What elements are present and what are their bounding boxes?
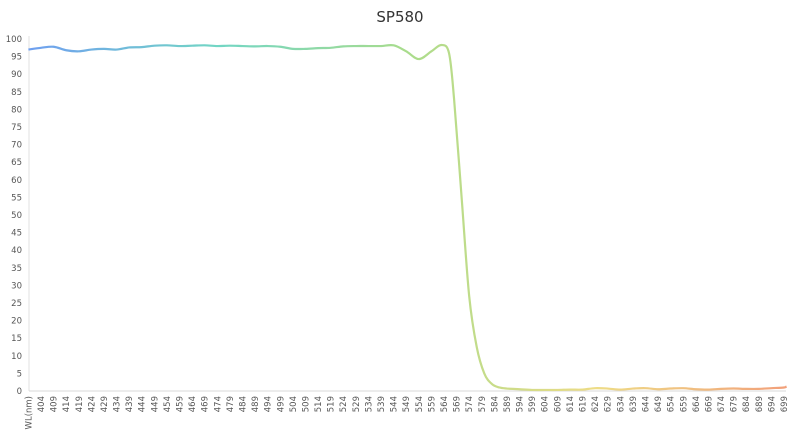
x-tick-label: 579 [478, 396, 488, 412]
x-tick-label: 649 [654, 396, 664, 412]
x-tick-label: 564 [440, 396, 450, 412]
x-tick-label: 599 [528, 396, 538, 412]
x-axis-label: WL(nm) [24, 396, 34, 429]
x-tick-label: 549 [402, 396, 412, 412]
x-tick-label: 514 [314, 396, 324, 412]
x-tick-label: 589 [503, 396, 513, 412]
x-tick-label: 464 [188, 396, 198, 412]
y-tick-label: 80 [11, 105, 22, 115]
x-tick-label: 524 [339, 396, 349, 412]
x-tick-label: 644 [641, 396, 651, 412]
y-tick-label: 15 [11, 334, 22, 344]
y-tick-label: 10 [11, 352, 22, 362]
x-tick-label: 629 [604, 396, 614, 412]
y-tick-label: 25 [11, 299, 22, 309]
x-tick-label: 614 [566, 396, 576, 412]
x-tick-label: 689 [755, 396, 765, 412]
x-tick-label: 499 [276, 396, 286, 412]
y-tick-label: 75 [11, 123, 22, 133]
x-tick-label: 519 [327, 396, 337, 412]
x-tick-label: 664 [692, 396, 702, 412]
x-tick-label: 584 [490, 396, 500, 412]
x-tick-label: 474 [213, 396, 223, 412]
y-tick-label: 70 [11, 141, 22, 151]
x-tick-label: 429 [100, 396, 110, 412]
x-tick-label: 574 [465, 396, 475, 412]
x-tick-label: 529 [352, 396, 362, 412]
x-tick-label: 469 [201, 396, 211, 412]
x-tick-label: 539 [377, 396, 387, 412]
y-tick-label: 95 [11, 53, 22, 63]
x-tick-label: 554 [415, 396, 425, 412]
x-tick-label: 534 [364, 396, 374, 412]
x-tick-label: 409 [50, 396, 60, 412]
x-tick-label: 559 [427, 396, 437, 412]
y-tick-label: 40 [11, 246, 22, 256]
x-tick-label: 544 [390, 396, 400, 412]
y-tick-label: 85 [11, 88, 22, 98]
x-tick-label: 674 [717, 396, 727, 412]
y-tick-label: 5 [17, 369, 22, 379]
y-tick-label: 65 [11, 158, 22, 168]
x-tick-label: 684 [742, 396, 752, 412]
y-tick-label: 60 [11, 176, 22, 186]
x-tick-label: 404 [37, 396, 47, 412]
x-tick-label: 569 [453, 396, 463, 412]
x-tick-label: 504 [289, 396, 299, 412]
chart-title: SP580 [376, 8, 423, 26]
x-tick-label: 609 [553, 396, 563, 412]
x-tick-label: 414 [62, 396, 72, 412]
x-tick-label: 444 [138, 396, 148, 412]
y-tick-label: 50 [11, 211, 22, 221]
y-tick-label: 45 [11, 229, 22, 239]
y-tick-label: 55 [11, 193, 22, 203]
y-tick-label: 20 [11, 317, 22, 327]
x-tick-label: 624 [591, 396, 601, 412]
x-tick-label: 654 [667, 396, 677, 412]
x-tick-label: 439 [125, 396, 135, 412]
x-tick-label: 489 [251, 396, 261, 412]
y-tick-label: 30 [11, 281, 22, 291]
x-tick-label: 484 [238, 396, 248, 412]
x-tick-label: 634 [616, 396, 626, 412]
x-tick-label: 449 [150, 396, 160, 412]
y-tick-label: 0 [17, 387, 22, 397]
x-tick-label: 434 [113, 396, 123, 412]
x-tick-label: 419 [75, 396, 85, 412]
x-tick-label: 454 [163, 396, 173, 412]
y-tick-label: 35 [11, 264, 22, 274]
x-tick-label: 659 [679, 396, 689, 412]
x-tick-label: 619 [579, 396, 589, 412]
x-tick-label: 669 [704, 396, 714, 412]
y-tick-label: 100 [6, 35, 22, 45]
x-tick-label: 639 [629, 396, 639, 412]
x-tick-label: 509 [301, 396, 311, 412]
x-tick-label: 424 [87, 396, 97, 412]
x-tick-label: 699 [780, 396, 790, 412]
x-tick-label: 604 [541, 396, 551, 412]
y-tick-label: 90 [11, 70, 22, 80]
series-line [28, 43, 788, 392]
x-tick-label: 594 [516, 396, 526, 412]
x-tick-label: 494 [264, 396, 274, 412]
x-tick-label: 679 [730, 396, 740, 412]
x-tick-label: 459 [176, 396, 186, 412]
x-tick-label: 479 [226, 396, 236, 412]
x-tick-label: 694 [767, 396, 777, 412]
